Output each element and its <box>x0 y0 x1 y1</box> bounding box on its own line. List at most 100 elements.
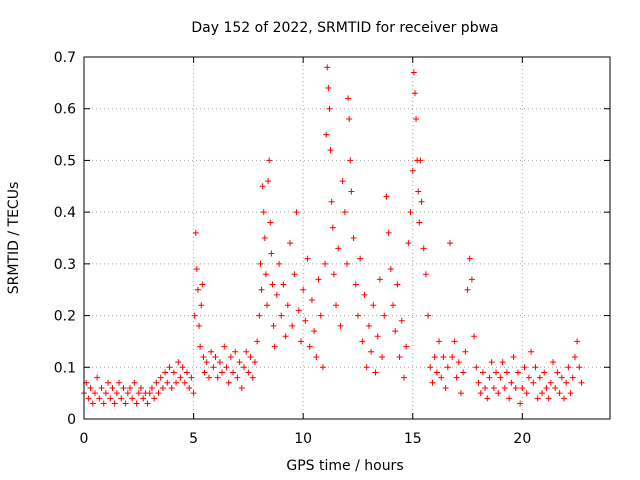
data-point <box>313 353 320 360</box>
data-point <box>523 390 530 397</box>
data-point <box>227 353 234 360</box>
data-point <box>208 348 215 355</box>
data-point <box>184 369 191 376</box>
data-point <box>166 364 173 371</box>
data-point <box>329 224 336 231</box>
data-point <box>278 312 285 319</box>
data-point <box>541 369 548 376</box>
data-point <box>337 322 344 329</box>
data-point <box>479 369 486 376</box>
data-point <box>223 364 230 371</box>
data-point <box>191 312 198 319</box>
data-point <box>118 395 125 402</box>
data-point <box>179 364 186 371</box>
data-point <box>221 343 228 350</box>
data-point <box>265 178 272 185</box>
y-tick-label: 0.3 <box>54 257 76 273</box>
data-point <box>387 266 394 273</box>
data-point <box>122 400 129 407</box>
data-point <box>354 312 361 319</box>
y-tick-label: 0.7 <box>54 50 76 66</box>
data-point <box>113 390 120 397</box>
data-point <box>264 302 271 309</box>
data-point <box>488 359 495 366</box>
data-point <box>567 390 574 397</box>
data-point <box>100 400 107 407</box>
data-point <box>565 364 572 371</box>
data-point <box>413 116 420 123</box>
data-point <box>466 255 473 262</box>
data-point <box>410 69 417 76</box>
data-point <box>319 364 326 371</box>
data-point <box>257 260 264 267</box>
data-point <box>405 240 412 247</box>
data-point <box>162 369 169 376</box>
data-point <box>403 343 410 350</box>
data-point <box>514 369 521 376</box>
data-point <box>497 374 504 381</box>
data-point <box>140 395 147 402</box>
data-point <box>495 390 502 397</box>
data-point <box>578 379 585 386</box>
data-point <box>574 338 581 345</box>
data-point <box>297 338 304 345</box>
data-point <box>344 260 350 267</box>
data-point <box>236 359 243 366</box>
data-point <box>394 281 401 288</box>
data-point <box>556 390 563 397</box>
data-point <box>326 105 333 112</box>
data-point <box>170 369 177 376</box>
y-tick-label: 0.2 <box>54 309 76 325</box>
data-point <box>94 374 101 381</box>
data-point <box>238 384 245 391</box>
data-point <box>120 384 127 391</box>
y-axis-label: SRMTID / TECUs <box>6 182 22 295</box>
data-point <box>539 390 546 397</box>
data-point <box>159 384 166 391</box>
data-point <box>192 229 199 236</box>
data-point <box>447 240 454 247</box>
data-point <box>111 400 118 407</box>
data-point <box>311 328 318 335</box>
data-point <box>276 260 283 267</box>
data-point <box>442 384 449 391</box>
data-point <box>429 379 436 386</box>
data-point <box>417 157 424 164</box>
data-point <box>155 390 162 397</box>
data-point <box>365 322 372 329</box>
x-tick-label: 15 <box>404 431 422 447</box>
data-point <box>196 322 203 329</box>
data-point <box>345 95 352 102</box>
data-point <box>284 302 291 309</box>
data-point <box>219 369 226 376</box>
data-point <box>484 395 491 402</box>
data-point <box>444 364 451 371</box>
data-point <box>431 353 438 360</box>
data-point <box>558 374 565 381</box>
data-point <box>306 343 313 350</box>
data-point <box>359 338 366 345</box>
data-point <box>291 271 298 278</box>
y-tick-label: 0.5 <box>54 153 76 169</box>
data-point <box>433 369 440 376</box>
data-point <box>177 374 184 381</box>
data-point <box>554 369 561 376</box>
data-point <box>91 390 98 397</box>
data-point <box>194 286 201 293</box>
data-point <box>212 353 219 360</box>
data-point <box>420 245 427 252</box>
data-point <box>532 364 539 371</box>
y-tick-label: 0 <box>67 412 76 428</box>
data-point <box>335 245 342 252</box>
data-point <box>547 379 554 386</box>
data-point <box>438 374 445 381</box>
data-point <box>203 359 210 366</box>
data-point <box>436 338 443 345</box>
data-point <box>260 209 267 216</box>
data-point <box>510 353 517 360</box>
data-point <box>571 353 578 360</box>
data-point <box>96 395 103 402</box>
data-point <box>153 379 160 386</box>
y-tick-label: 0.4 <box>54 205 76 221</box>
data-point <box>376 276 383 283</box>
